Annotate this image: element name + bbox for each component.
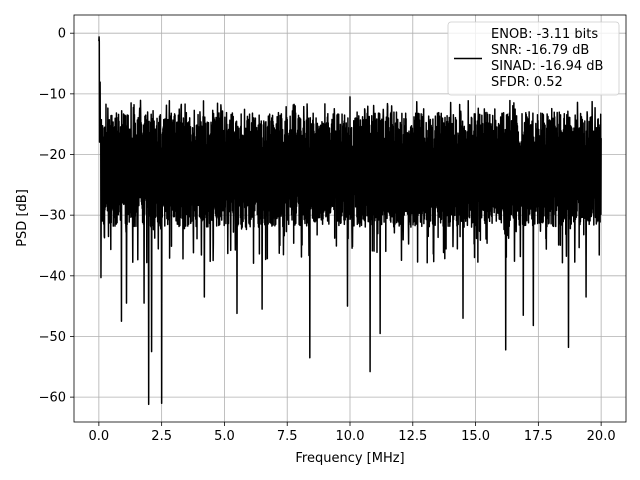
legend-entry-sinad: SINAD: -16.94 dB — [491, 59, 603, 74]
x-tick-label: 10.0 — [336, 429, 365, 444]
series-line — [98, 36, 602, 406]
x-tick-label: 0.0 — [89, 429, 110, 444]
y-tick-label: −60 — [39, 391, 66, 406]
x-tick-label: 5.0 — [214, 429, 235, 444]
legend-entry-sfdr: SFDR: 0.52 — [491, 75, 563, 90]
x-axis-ticks: 0.0 2.5 5.0 7.5 10.0 12.5 15.0 17.5 20.0 — [89, 422, 616, 444]
legend-box — [447, 21, 620, 96]
x-tick-label: 12.5 — [398, 429, 427, 444]
y-tick-label: −10 — [39, 87, 66, 102]
x-axis-label: Frequency [MHz] — [295, 451, 404, 466]
x-tick-label: 2.5 — [151, 429, 172, 444]
y-tick-label: −40 — [39, 269, 66, 284]
x-tick-label: 15.0 — [461, 429, 490, 444]
y-tick-label: −50 — [39, 330, 66, 345]
x-tick-label: 7.5 — [277, 429, 298, 444]
y-tick-label: −20 — [39, 148, 66, 163]
x-tick-label: 17.5 — [524, 429, 553, 444]
y-axis-label: PSD [dB] — [15, 189, 30, 247]
legend-entry-enob: ENOB: -3.11 bits — [491, 27, 598, 42]
y-axis-ticks: 0 −10 −20 −30 −40 −50 −60 — [39, 27, 74, 406]
y-tick-label: −30 — [39, 209, 66, 224]
legend: ENOB: -3.11 bits SNR: -16.79 dB SINAD: -… — [447, 21, 620, 96]
y-tick-label: 0 — [58, 27, 66, 42]
legend-entry-snr: SNR: -16.79 dB — [491, 43, 589, 58]
series-psd — [98, 36, 602, 406]
x-tick-label: 20.0 — [587, 429, 616, 444]
